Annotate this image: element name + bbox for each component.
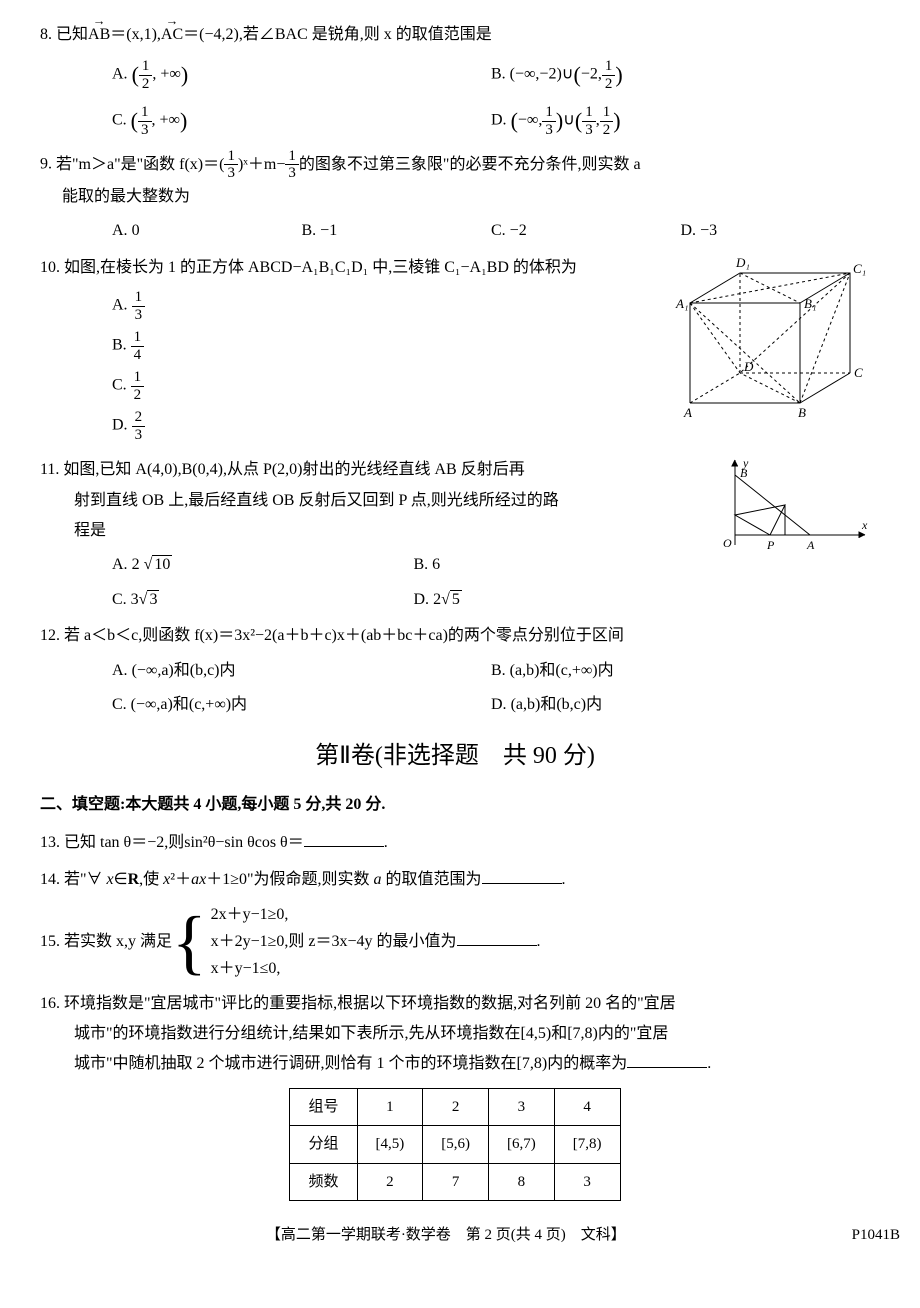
q16-t2: 城市"的环境指数进行分组统计,结果如下表所示,先从环境指数在[4,5)和[7,8… bbox=[74, 1019, 870, 1049]
q15-pre: 若实数 x,y 满足 bbox=[64, 933, 172, 950]
question-16: 16. 环境指数是"宜居城市"评比的重要指标,根据以下环境指数的数据,对名列前 … bbox=[40, 989, 870, 1202]
q8-choice-a: A. (12, +∞) bbox=[112, 54, 491, 96]
left-brace-icon: { bbox=[172, 906, 207, 978]
question-12: 12. 若 a＜b＜c,则函数 f(x)＝3x²−2(a＋b＋c)x＋(ab＋b… bbox=[40, 621, 870, 720]
q11-choice-b: B. 6 bbox=[414, 550, 716, 580]
q10-text: 如图,在棱长为 1 的正方体 ABCD−A₁B₁C₁D₁ 中,三棱锥 C₁−A₁… bbox=[64, 259, 577, 276]
q9-choice-b: B. −1 bbox=[302, 216, 492, 246]
svg-text:O: O bbox=[723, 536, 732, 550]
q11-text3: 程是 bbox=[74, 516, 715, 546]
svg-text:A: A bbox=[806, 538, 815, 552]
q12-text: 若 a＜b＜c,则函数 f(x)＝3x²−2(a＋b＋c)x＋(ab＋bc＋ca… bbox=[64, 627, 624, 644]
q11-choice-a: A. 2 10 bbox=[112, 550, 414, 580]
svg-text:B₁: B₁ bbox=[804, 296, 816, 311]
svg-text:C: C bbox=[854, 365, 863, 380]
q11-num: 11. bbox=[40, 461, 59, 478]
q14-text: 若"∀ x∈R,使 x²＋ax＋1≥0"为假命题,则实数 a 的取值范围为 bbox=[64, 871, 482, 888]
q16-table: 组号 1 2 3 4 分组 [4,5) [5,6) [6,7) [7,8) 频数… bbox=[289, 1088, 620, 1202]
section-2-title: 第Ⅱ卷(非选择题 共 90 分) bbox=[40, 734, 870, 780]
reflection-figure: y x O B P A bbox=[715, 455, 870, 566]
q12-choices-row2: C. (−∞,a)和(c,+∞)内 D. (a,b)和(b,c)内 bbox=[112, 690, 870, 720]
q11-choices-row1: A. 2 10 B. 6 bbox=[112, 550, 715, 580]
q8-choice-c: C. (13, +∞) bbox=[112, 100, 491, 142]
question-15: 15. 若实数 x,y 满足 { 2x＋y−1≥0, x＋2y−1≥0,则 z＝… bbox=[40, 901, 870, 983]
constraint-2: x＋2y−1≥0,则 z＝3x−4y 的最小值为. bbox=[211, 928, 541, 955]
question-11: 11. 如图,已知 A(4,0),B(0,4),从点 P(2,0)射出的光线经直… bbox=[40, 455, 870, 615]
q12-choices-row1: A. (−∞,a)和(b,c)内 B. (a,b)和(c,+∞)内 bbox=[112, 656, 870, 686]
q12-choice-b: B. (a,b)和(c,+∞)内 bbox=[491, 656, 870, 686]
q9-choices: A. 0 B. −1 C. −2 D. −3 bbox=[112, 216, 870, 246]
constraint-1: 2x＋y−1≥0, bbox=[211, 901, 541, 928]
q11-text2: 射到直线 OB 上,最后经直线 OB 反射后又回到 P 点,则光线所经过的路 bbox=[74, 486, 715, 516]
table-row: 组号 1 2 3 4 bbox=[290, 1088, 620, 1126]
footer-text: 【高二第一学期联考·数学卷 第 2 页(共 4 页) 文科】 bbox=[266, 1227, 626, 1243]
svg-text:A₁: A₁ bbox=[675, 296, 688, 311]
q9-text-line2: 能取的最大整数为 bbox=[62, 182, 870, 212]
q10-choice-c: C. 12 bbox=[112, 369, 670, 403]
table-row: 分组 [4,5) [5,6) [6,7) [7,8) bbox=[290, 1126, 620, 1164]
q8-choice-d: D. (−∞,13)∪(13,12) bbox=[491, 100, 870, 142]
q11-choice-c: C. 33 bbox=[112, 585, 414, 615]
q9-num: 9. bbox=[40, 156, 52, 173]
constraint-3: x＋y−1≤0, bbox=[211, 955, 541, 982]
q12-choice-d: D. (a,b)和(b,c)内 bbox=[491, 690, 870, 720]
question-9: 9. 若"m＞a"是"函数 f(x)＝(13)ˣ＋m−13的图象不过第三象限"的… bbox=[40, 148, 870, 247]
table-header: 组号 bbox=[290, 1088, 357, 1126]
svg-text:D₁: D₁ bbox=[735, 255, 750, 270]
q11-text1: 如图,已知 A(4,0),B(0,4),从点 P(2,0)射出的光线经直线 AB… bbox=[63, 461, 524, 478]
svg-text:D: D bbox=[743, 359, 754, 374]
q13-blank bbox=[304, 830, 384, 847]
q15-blank bbox=[457, 929, 537, 946]
q12-choice-a: A. (−∞,a)和(b,c)内 bbox=[112, 656, 491, 686]
q11-choices-row2: C. 33 D. 25 bbox=[112, 585, 715, 615]
q9-choice-c: C. −2 bbox=[491, 216, 681, 246]
vector-ab: AB bbox=[88, 20, 110, 50]
q16-t1: 环境指数是"宜居城市"评比的重要指标,根据以下环境指数的数据,对名列前 20 名… bbox=[64, 995, 676, 1012]
question-8: 8. 已知AB＝(x,1),AC＝(−4,2),若∠BAC 是锐角,则 x 的取… bbox=[40, 20, 870, 142]
svg-text:A: A bbox=[683, 405, 692, 420]
table-header: 分组 bbox=[290, 1126, 357, 1164]
q16-blank bbox=[627, 1051, 707, 1068]
question-14: 14. 若"∀ x∈R,使 x²＋ax＋1≥0"为假命题,则实数 a 的取值范围… bbox=[40, 865, 870, 895]
q10-choice-b: B. 14 bbox=[112, 329, 670, 363]
q13-num: 13. bbox=[40, 834, 60, 851]
q14-num: 14. bbox=[40, 871, 60, 888]
q16-num: 16. bbox=[40, 995, 60, 1012]
q12-choice-c: C. (−∞,a)和(c,+∞)内 bbox=[112, 690, 491, 720]
q8-choices-row2: C. (13, +∞) D. (−∞,13)∪(13,12) bbox=[112, 100, 870, 142]
q11-choice-d: D. 25 bbox=[414, 585, 716, 615]
svg-text:x: x bbox=[861, 518, 868, 532]
q9-choice-a: A. 0 bbox=[112, 216, 302, 246]
cube-figure: D₁ C₁ A₁ B₁ D C A B bbox=[670, 253, 870, 434]
table-row: 频数 2 7 8 3 bbox=[290, 1163, 620, 1201]
svg-text:B: B bbox=[798, 405, 806, 420]
q9-choice-d: D. −3 bbox=[681, 216, 871, 246]
q10-choices: A. 13 B. 14 C. 12 D. 23 bbox=[112, 289, 670, 443]
q10-choice-a: A. 13 bbox=[112, 289, 670, 323]
vector-ac: AC bbox=[161, 20, 183, 50]
q9-text-line1: 若"m＞a"是"函数 f(x)＝(13)ˣ＋m−13的图象不过第三象限"的必要不… bbox=[56, 156, 641, 173]
page-footer: 【高二第一学期联考·数学卷 第 2 页(共 4 页) 文科】 P1041B bbox=[40, 1221, 870, 1250]
question-10: 10. 如图,在棱长为 1 的正方体 ABCD−A₁B₁C₁D₁ 中,三棱锥 C… bbox=[40, 253, 870, 449]
q14-blank bbox=[482, 867, 562, 884]
footer-code: P1041B bbox=[852, 1221, 900, 1250]
svg-text:B: B bbox=[740, 466, 748, 480]
q16-t3: 城市"中随机抽取 2 个城市进行调研,则恰有 1 个市的环境指数在[7,8)内的… bbox=[74, 1049, 870, 1079]
q8-choices-row1: A. (12, +∞) B. (−∞,−2)∪(−2,12) bbox=[112, 54, 870, 96]
q8-text: 已知AB＝(x,1),AC＝(−4,2),若∠BAC 是锐角,则 x 的取值范围… bbox=[56, 26, 492, 43]
constraint-system: { 2x＋y−1≥0, x＋2y−1≥0,则 z＝3x−4y 的最小值为. x＋… bbox=[172, 901, 541, 983]
q15-num: 15. bbox=[40, 933, 60, 950]
q10-num: 10. bbox=[40, 259, 60, 276]
fill-blank-title: 二、填空题:本大题共 4 小题,每小题 5 分,共 20 分. bbox=[40, 790, 870, 820]
q8-num: 8. bbox=[40, 26, 52, 43]
q13-text: 已知 tan θ＝−2,则sin²θ−sin θcos θ＝ bbox=[64, 834, 304, 851]
question-13: 13. 已知 tan θ＝−2,则sin²θ−sin θcos θ＝. bbox=[40, 828, 870, 858]
table-header: 频数 bbox=[290, 1163, 357, 1201]
q10-choice-d: D. 23 bbox=[112, 409, 670, 443]
q8-choice-b: B. (−∞,−2)∪(−2,12) bbox=[491, 54, 870, 96]
q12-num: 12. bbox=[40, 627, 60, 644]
svg-text:P: P bbox=[766, 538, 775, 552]
svg-text:C₁: C₁ bbox=[853, 261, 866, 276]
